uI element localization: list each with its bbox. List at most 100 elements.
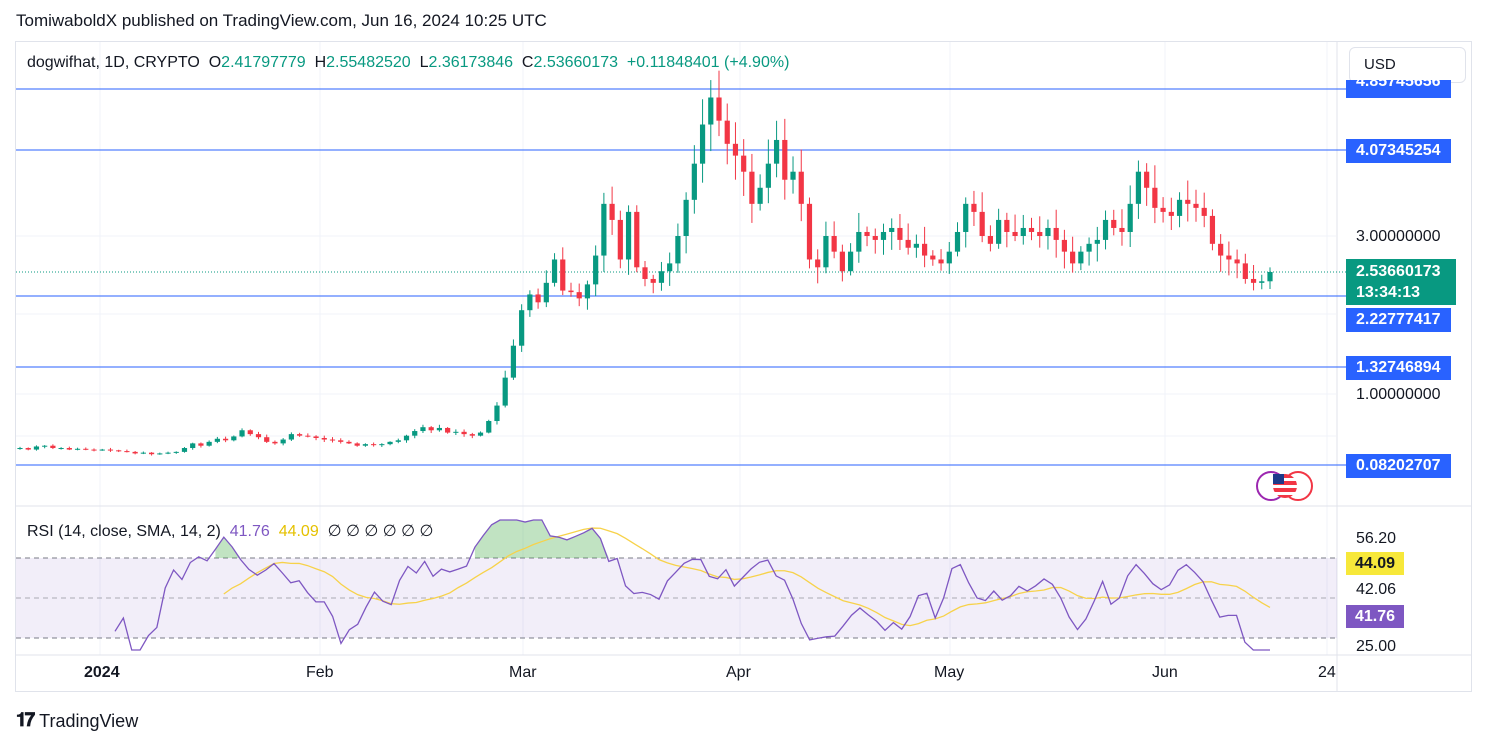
high-label: H	[314, 54, 327, 71]
candle-body	[362, 444, 368, 446]
candle-body	[560, 259, 566, 291]
x-label-feb: Feb	[306, 664, 334, 681]
candle-body	[757, 187, 763, 204]
candle-body	[272, 441, 278, 444]
candle-body	[148, 452, 155, 455]
level-label-1327: 1.32746894	[1346, 356, 1451, 380]
rsi-axis-top: 56.20	[1356, 530, 1397, 547]
candle-body	[1127, 203, 1133, 232]
symbol-legend: dogwifhat, 1D, CRYPTO O2.41797779 H2.554…	[27, 54, 789, 72]
candle-body	[50, 445, 56, 449]
candle-body	[395, 440, 401, 442]
rsi-line	[114, 519, 1270, 651]
rsi-extra-values: ∅ ∅ ∅ ∅ ∅ ∅	[327, 523, 434, 540]
candle-body	[329, 439, 336, 441]
candle-body	[1119, 227, 1125, 232]
candle-body	[116, 450, 122, 452]
candle-body	[1053, 227, 1059, 240]
candle-body	[1218, 243, 1224, 256]
candle-body	[897, 227, 903, 240]
candle-body	[741, 155, 747, 172]
candle-body	[124, 451, 130, 453]
candle-body	[1086, 243, 1092, 252]
candle-body	[371, 444, 377, 446]
candle-body	[691, 163, 697, 200]
candle-body	[354, 443, 360, 446]
candle-body	[535, 294, 541, 303]
candle-body	[1061, 239, 1068, 252]
candle-body	[428, 427, 434, 431]
candle-body	[979, 211, 985, 236]
us-flag-icon[interactable]	[1256, 471, 1313, 501]
candle-body	[190, 443, 196, 449]
current-price-tag: 2.53660173 13:34:13	[1346, 259, 1456, 305]
candle-body	[346, 441, 352, 444]
candle-body	[609, 203, 615, 220]
candle-body	[1094, 239, 1100, 244]
candle-body	[1185, 199, 1191, 204]
candle-body	[173, 451, 179, 453]
candle-body	[58, 448, 64, 450]
candle-body	[17, 448, 23, 450]
candle-body	[806, 203, 813, 260]
candle-body	[543, 282, 549, 303]
candle-body	[815, 259, 821, 268]
candle-body	[724, 120, 730, 144]
candle-body	[527, 294, 533, 311]
rsi-title[interactable]: RSI (14, close, SMA, 14, 2)	[27, 523, 221, 540]
rsi-axis-bottom: 25.00	[1356, 638, 1397, 652]
candle-body	[477, 432, 484, 436]
high-value: 2.55482520	[326, 54, 411, 71]
bar-countdown: 13:34:13	[1356, 284, 1421, 301]
candle-body	[642, 267, 648, 279]
candle-body	[1144, 171, 1150, 188]
change-value: +0.11848401 (+4.90%)	[626, 54, 790, 71]
candle-body	[33, 446, 40, 450]
level-label-0082: 0.08202707	[1346, 454, 1451, 478]
candle-body	[790, 171, 796, 180]
candle-body	[1102, 219, 1109, 240]
candle-body	[823, 236, 829, 268]
candle-body	[773, 139, 780, 164]
rsi-value-tag: 41.76	[1346, 605, 1405, 628]
candle-body	[946, 251, 952, 264]
candle-body	[938, 259, 944, 264]
level-label-top: 4.85745656	[1346, 80, 1451, 98]
candle-body	[576, 292, 582, 299]
x-label-24: 24	[1318, 664, 1336, 681]
candle-body	[954, 231, 961, 252]
candle-body	[889, 227, 895, 232]
candle-body	[181, 448, 188, 452]
candle-body	[856, 231, 862, 252]
open-value: 2.41797779	[221, 54, 306, 71]
candle-body	[1250, 278, 1257, 283]
chart-frame	[15, 41, 1472, 692]
x-label-jun: Jun	[1152, 664, 1178, 681]
candle-body	[1201, 207, 1207, 216]
candle-body	[42, 445, 48, 447]
tradingview-brand[interactable]: 𝟏𝟕 TradingView	[16, 710, 138, 732]
candle-body	[502, 377, 508, 406]
x-label-2024: 2024	[84, 664, 120, 681]
candle-body	[1242, 263, 1248, 279]
publisher-caption: TomiwaboldX published on TradingView.com…	[16, 11, 547, 30]
candle-body	[749, 171, 755, 204]
candle-body	[165, 452, 171, 454]
currency-button[interactable]: USD	[1349, 47, 1466, 83]
candle-body	[519, 310, 525, 346]
candle-body	[461, 431, 467, 435]
level-label-2227: 2.22777417	[1346, 308, 1451, 332]
candle-body	[963, 203, 969, 232]
candle-body	[765, 163, 771, 188]
x-label-may: May	[934, 664, 965, 681]
candle-body	[420, 427, 426, 432]
candle-body	[140, 452, 146, 454]
candle-body	[922, 243, 928, 256]
close-label: C	[521, 54, 534, 71]
candles	[17, 70, 1273, 456]
candle-body	[99, 449, 105, 451]
symbol-title[interactable]: dogwifhat, 1D, CRYPTO	[27, 54, 200, 71]
open-label: O	[208, 54, 222, 71]
brand-name: TradingView	[39, 710, 139, 731]
